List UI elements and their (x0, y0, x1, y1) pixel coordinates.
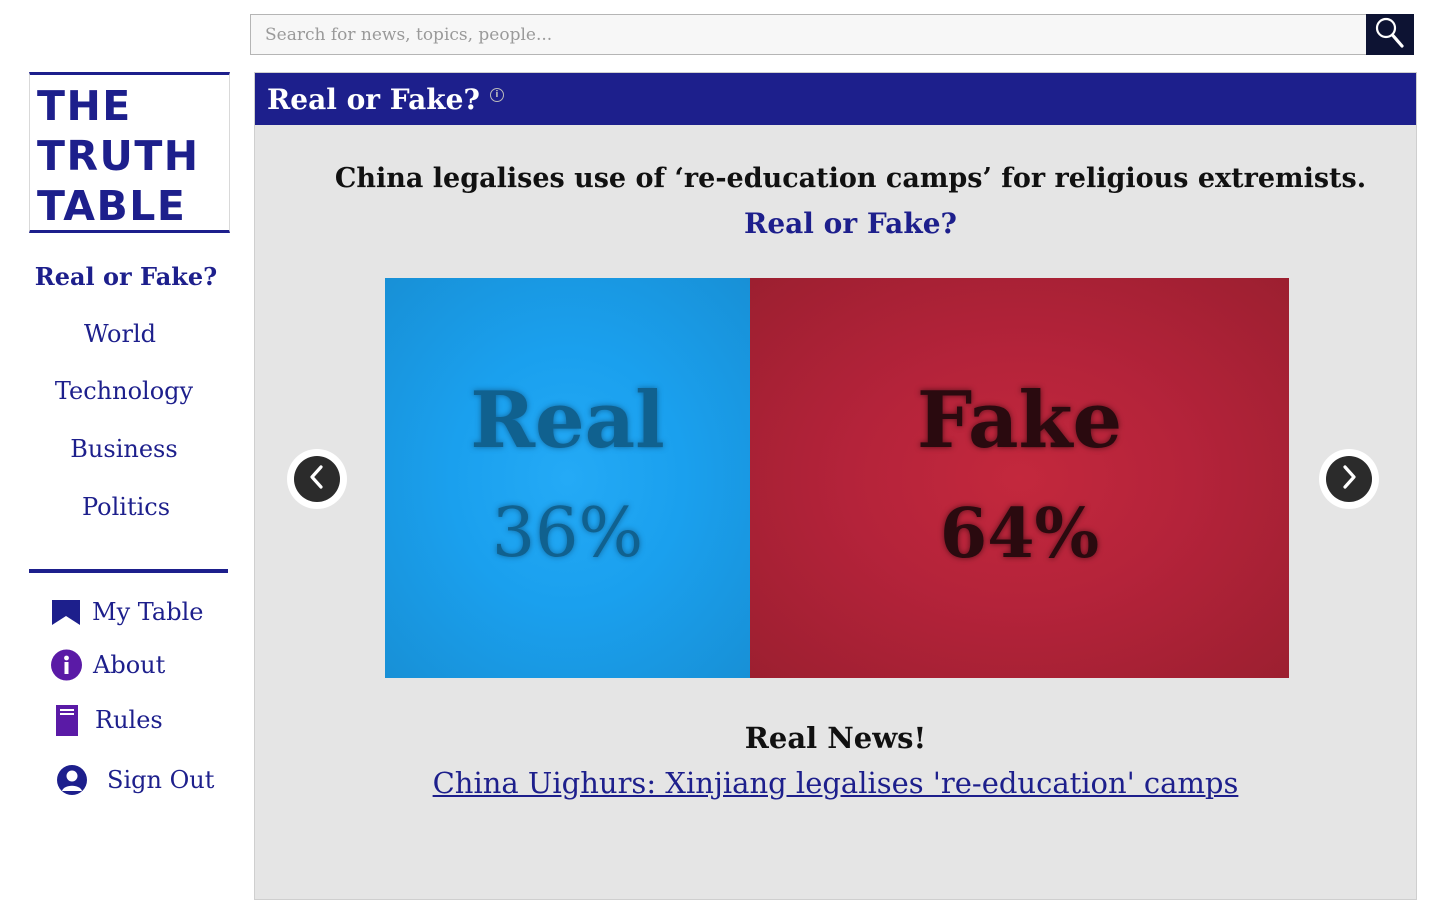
panel-title: Real or Fake? (267, 82, 480, 116)
logo-line: THE (37, 82, 132, 130)
info-icon[interactable]: i (489, 88, 504, 102)
sign-out-label: Sign Out (107, 766, 215, 794)
next-button[interactable] (1319, 449, 1379, 509)
bookmark-icon (50, 596, 82, 628)
about-link[interactable]: About (50, 648, 165, 681)
search-button[interactable] (1366, 14, 1414, 55)
previous-button[interactable] (287, 449, 347, 509)
nav-item-technology[interactable]: Technology (54, 377, 194, 405)
source-article-link[interactable]: China Uighurs: Xinjiang legalises 're-ed… (432, 766, 1239, 800)
info-icon (50, 648, 83, 681)
result-verdict: Real News! (744, 721, 927, 755)
logo-line: TABLE (37, 182, 187, 230)
real-percent: 36% (491, 494, 644, 573)
nav-item-business[interactable]: Business (70, 435, 178, 463)
sidebar-divider (29, 569, 228, 573)
my-table-label: My Table (92, 598, 204, 626)
logo-line: TRUTH (37, 132, 200, 180)
vote-result: Real 36% Fake 64% (385, 278, 1289, 678)
real-label: Real (470, 375, 665, 466)
nav-item-real-or-fake[interactable]: Real or Fake? (34, 262, 218, 291)
book-icon (55, 704, 79, 736)
real-vote-block[interactable]: Real 36% (385, 278, 750, 678)
nav-item-politics[interactable]: Politics (81, 493, 171, 521)
sign-out-link[interactable]: Sign Out (56, 764, 214, 796)
panel-header: Real or Fake? i (255, 73, 1416, 125)
fake-percent: 64% (939, 494, 1100, 574)
news-headline: China legalises use of ‘re-education cam… (334, 163, 1367, 194)
main-panel: Real or Fake? i China legalises use of ‘… (254, 72, 1417, 900)
chevron-left-icon (306, 464, 328, 494)
search-bar (250, 14, 1414, 55)
rules-label: Rules (95, 706, 163, 734)
fake-vote-block[interactable]: Fake 64% (750, 278, 1289, 678)
user-icon (56, 764, 88, 796)
logo[interactable]: THE TRUTH TABLE (29, 72, 230, 233)
chevron-right-icon (1338, 464, 1360, 494)
nav-item-world[interactable]: World (84, 320, 156, 348)
about-label: About (93, 650, 166, 679)
fake-label: Fake (916, 375, 1123, 466)
rules-link[interactable]: Rules (55, 704, 163, 736)
my-table-link[interactable]: My Table (50, 596, 203, 628)
search-input[interactable] (250, 14, 1368, 55)
question-prompt: Real or Fake? (744, 207, 957, 240)
search-icon (1375, 17, 1405, 52)
